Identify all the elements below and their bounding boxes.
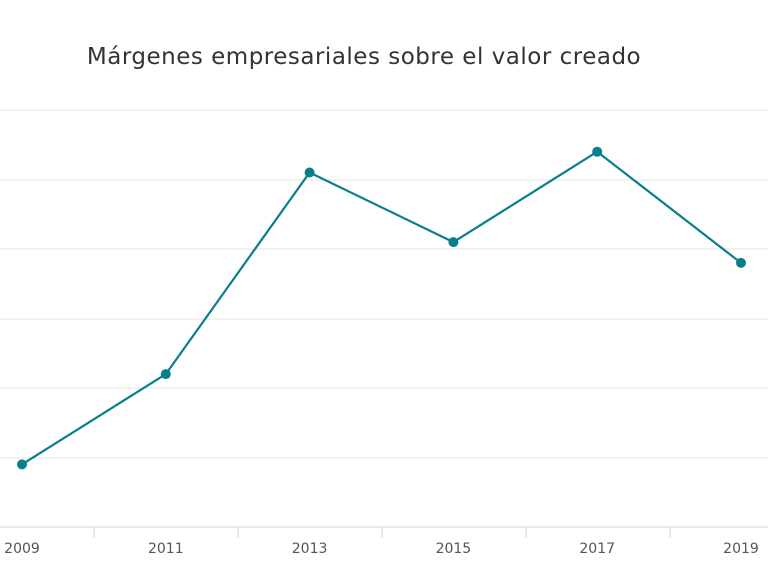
- x-tick-label: 2011: [148, 541, 184, 557]
- x-tick-labels: 2009 2011 2013 2015 2017 2019: [4, 541, 759, 557]
- data-point[interactable]: [448, 237, 459, 248]
- x-tick-label: 2013: [292, 541, 328, 557]
- data-point[interactable]: [736, 257, 746, 268]
- x-tick-label: 2015: [436, 541, 472, 557]
- data-point[interactable]: [17, 459, 27, 470]
- data-point[interactable]: [592, 146, 603, 157]
- data-point[interactable]: [304, 167, 315, 178]
- series-line-layer: [21, 150, 742, 466]
- series-line: [21, 150, 742, 466]
- x-tick-label: 2017: [579, 541, 615, 557]
- x-tick-label: 2009: [4, 541, 40, 557]
- grid-lines: [0, 109, 768, 459]
- x-tick-label: 2019: [723, 541, 759, 557]
- data-point[interactable]: [160, 369, 171, 380]
- chart-title: Márgenes empresariales sobre el valor cr…: [86, 44, 642, 70]
- data-points: [17, 146, 746, 470]
- x-axis: [0, 526, 768, 538]
